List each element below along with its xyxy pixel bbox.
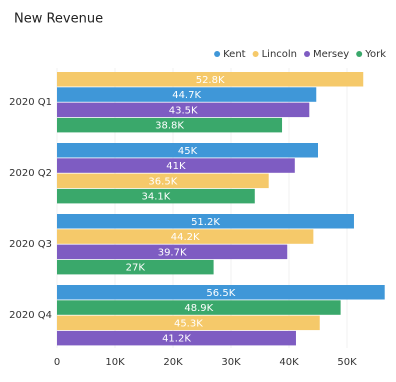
value-label: 52.8K bbox=[196, 75, 225, 86]
value-label: 41K bbox=[166, 161, 186, 172]
value-label: 44.2K bbox=[171, 232, 200, 243]
bar bbox=[57, 158, 295, 173]
legend-label: Mersey bbox=[313, 49, 349, 60]
x-tick-label: 20K bbox=[163, 357, 183, 368]
value-label: 45.3K bbox=[174, 318, 203, 329]
legend-label: Lincoln bbox=[262, 49, 297, 60]
value-label: 45K bbox=[178, 146, 198, 157]
bar bbox=[57, 188, 255, 204]
value-label: 56.5K bbox=[206, 288, 235, 299]
value-label: 41.2K bbox=[162, 334, 191, 345]
y-tick-label: 2020 Q3 bbox=[9, 239, 52, 250]
legend-label: Kent bbox=[223, 49, 246, 60]
bar bbox=[57, 330, 296, 346]
x-tick-label: 0 bbox=[54, 357, 60, 368]
value-label: 34.1K bbox=[141, 192, 170, 203]
bar bbox=[57, 102, 310, 118]
value-label: 36.5K bbox=[148, 176, 177, 187]
value-label: 48.9K bbox=[184, 303, 213, 314]
bar bbox=[57, 244, 288, 260]
legend-swatch bbox=[252, 51, 259, 57]
legend-label: York bbox=[364, 49, 386, 60]
bar bbox=[57, 300, 341, 315]
value-label: 27K bbox=[126, 263, 146, 274]
value-label: 44.7K bbox=[172, 90, 201, 101]
bar bbox=[57, 259, 214, 275]
legend-swatch bbox=[304, 51, 311, 57]
bar bbox=[57, 173, 269, 189]
y-tick-label: 2020 Q2 bbox=[9, 168, 52, 179]
bar bbox=[57, 143, 318, 158]
x-tick-label: 40K bbox=[279, 357, 299, 368]
bar bbox=[57, 72, 364, 87]
value-label: 38.8K bbox=[155, 121, 184, 132]
chart-title: New Revenue bbox=[14, 12, 103, 27]
bar bbox=[57, 214, 354, 229]
x-tick-label: 50K bbox=[337, 357, 357, 368]
bar bbox=[57, 87, 317, 102]
legend-swatch bbox=[214, 51, 221, 57]
value-label: 51.2K bbox=[191, 217, 220, 228]
x-tick-label: 10K bbox=[105, 357, 125, 368]
bar bbox=[57, 285, 385, 300]
bar bbox=[57, 229, 314, 244]
x-tick-label: 30K bbox=[221, 357, 241, 368]
value-label: 43.5K bbox=[169, 105, 198, 116]
value-label: 39.7K bbox=[158, 247, 187, 258]
bar bbox=[57, 315, 320, 331]
legend-swatch bbox=[356, 51, 363, 57]
y-tick-label: 2020 Q4 bbox=[9, 310, 52, 321]
y-tick-label: 2020 Q1 bbox=[9, 97, 52, 108]
bar bbox=[57, 117, 283, 133]
